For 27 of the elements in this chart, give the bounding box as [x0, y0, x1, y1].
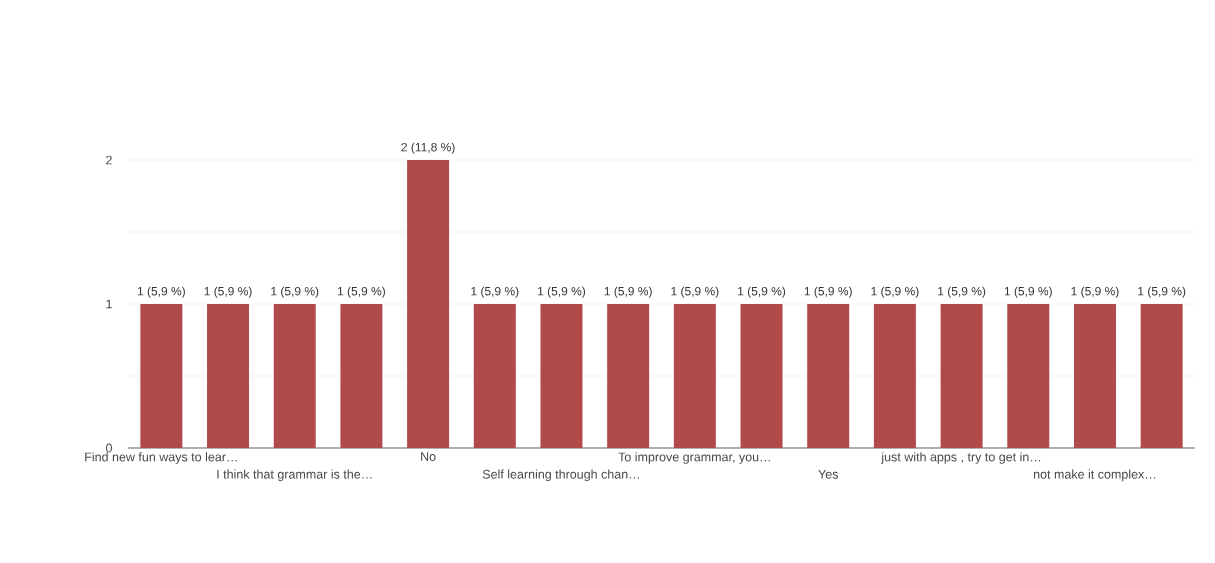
data-label: 1 (5,9 %)	[604, 286, 652, 298]
x-tick-label: To improve grammar, you…	[618, 452, 770, 464]
data-label: 1 (5,9 %)	[337, 286, 385, 298]
data-label: 1 (5,9 %)	[1004, 286, 1052, 298]
x-tick-label: Self learning through chan…	[482, 469, 639, 482]
y-tick-label: 1	[106, 299, 112, 309]
data-label: 1 (5,9 %)	[1071, 286, 1119, 298]
data-label: 2 (11,8 %)	[401, 142, 455, 154]
data-label: 1 (5,9 %)	[471, 286, 519, 298]
y-tick-label: 0	[106, 443, 112, 453]
data-label: 1 (5,9 %)	[671, 286, 719, 298]
data-label: 1 (5,9 %)	[1138, 286, 1186, 298]
data-label: 1 (5,9 %)	[204, 286, 252, 298]
x-tick-label: Find new fun ways to lear…	[85, 452, 237, 464]
x-tick-label: not make it complex…	[1033, 469, 1156, 482]
x-tick-label: No	[421, 452, 436, 461]
data-label: 1 (5,9 %)	[538, 286, 586, 298]
data-label: 1 (5,9 %)	[938, 286, 986, 298]
data-label: 1 (5,9 %)	[738, 286, 786, 298]
x-tick-label: just with apps , try to get in…	[881, 452, 1041, 464]
data-label: 1 (5,9 %)	[804, 286, 852, 298]
data-label: 1 (5,9 %)	[271, 286, 319, 298]
y-tick-label: 2	[106, 155, 112, 165]
x-tick-label: Yes	[818, 469, 838, 479]
data-label: 1 (5,9 %)	[871, 286, 919, 298]
data-label: 1 (5,9 %)	[137, 286, 185, 298]
x-tick-label: I think that grammar is the…	[217, 469, 372, 482]
